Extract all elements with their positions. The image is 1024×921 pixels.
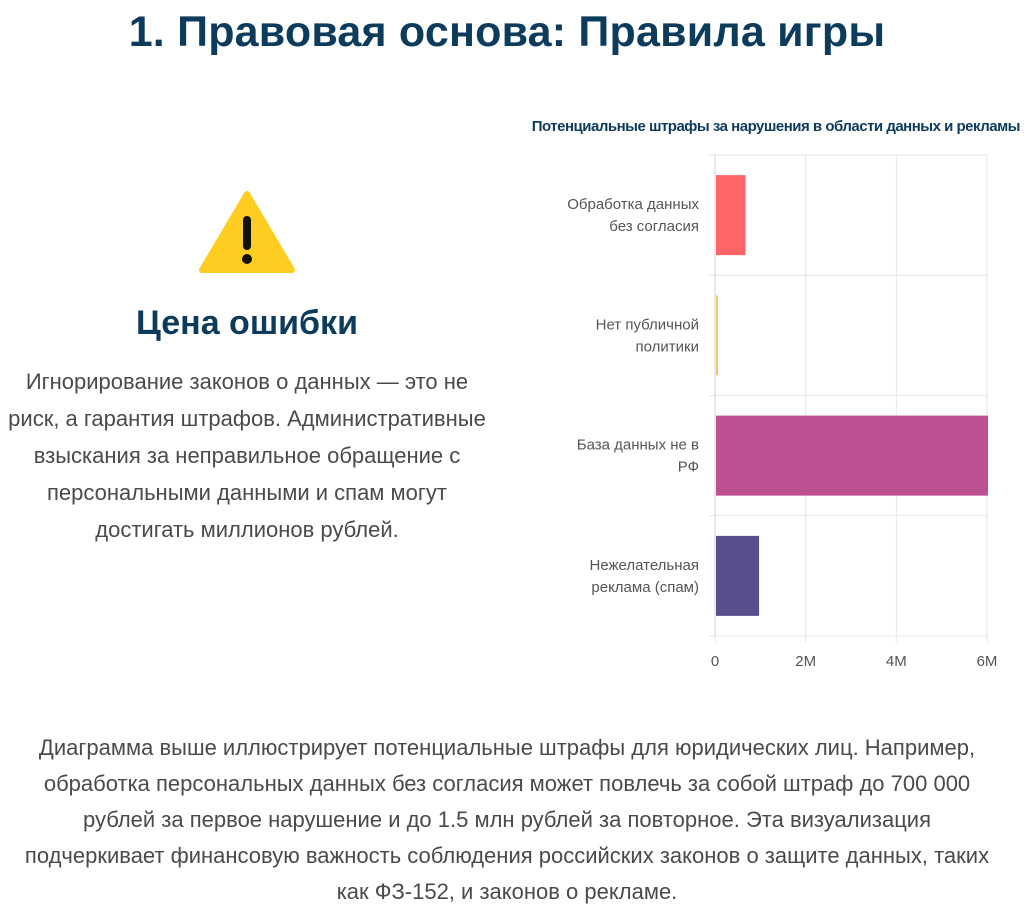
category-label: РФ bbox=[678, 459, 699, 476]
category-label: реклама (спам) bbox=[591, 579, 699, 596]
x-tick-label: 0 bbox=[711, 653, 719, 670]
warning-icon bbox=[199, 191, 295, 273]
page-title: 1. Правовая основа: Правила игры bbox=[128, 8, 886, 56]
info-card: Цена ошибки Игнорирование законов о данн… bbox=[0, 180, 494, 548]
bar bbox=[716, 415, 988, 496]
category-label: Нежелательная bbox=[589, 557, 699, 574]
category-label: База данных не в bbox=[577, 437, 699, 454]
fines-chart: Потенциальные штрафы за нарушения в обла… bbox=[520, 108, 1021, 688]
bar bbox=[716, 295, 718, 376]
x-tick-label: 4M bbox=[886, 653, 907, 670]
category-label: Нет публичной bbox=[596, 316, 699, 333]
category-label: без согласия bbox=[609, 218, 699, 235]
card-text: Игнорирование законов о данных — это не … bbox=[8, 369, 486, 542]
chart-description: Диаграмма выше иллюстрирует потенциальны… bbox=[24, 735, 990, 904]
bar bbox=[716, 535, 760, 616]
x-tick-label: 2M bbox=[795, 653, 816, 670]
bar bbox=[716, 175, 746, 256]
chart-title: Потенциальные штрафы за нарушения в обла… bbox=[531, 118, 1021, 135]
category-label: Обработка данных bbox=[567, 196, 699, 213]
card-title: Цена ошибки bbox=[136, 304, 358, 342]
chart-svg: Обработка данных без согласия Нет публично… bbox=[567, 154, 998, 670]
x-tick-label: 6M bbox=[977, 653, 998, 670]
category-label: политики bbox=[636, 338, 699, 355]
